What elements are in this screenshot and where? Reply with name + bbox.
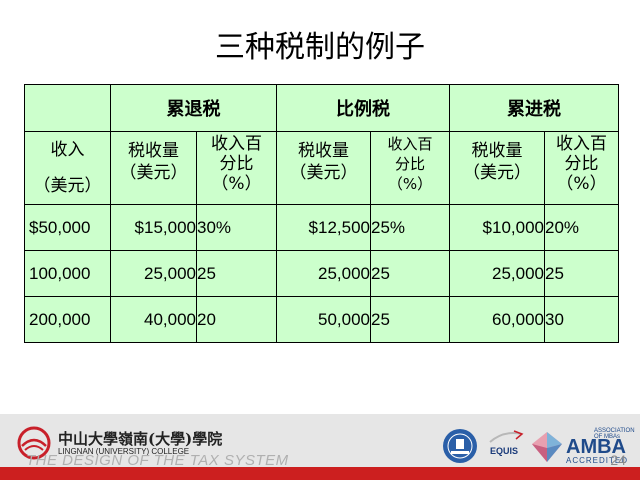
tax-cell: $10,000 xyxy=(449,204,545,251)
sub-header-text: （美元） xyxy=(289,163,358,183)
group-header-row: 累退税 比例税 累进税 xyxy=(24,84,619,132)
sub-header-row: 收入 （美元） 税收量 （美元） 收入百 分比 （%） 税收量 （美元） 收入百… xyxy=(24,131,619,205)
equis-label: EQUIS xyxy=(490,446,519,456)
sub-header-text: 分比 xyxy=(564,154,599,174)
school-logo: 中山大學嶺南(大學)學院 LINGNAN (UNIVERSITY) COLLEG… xyxy=(16,426,222,460)
tax-cell: $12,500 xyxy=(276,204,371,251)
tax-cell: 50,000 xyxy=(276,296,371,343)
income-header-line1: 收入 xyxy=(50,140,85,160)
sub-header-tax-amount: 税收量 （美元） xyxy=(449,131,545,205)
sub-header-text: 收入百 xyxy=(387,135,433,153)
sub-header-text: （%） xyxy=(387,175,433,193)
tax-cell: 60,000 xyxy=(449,296,545,343)
table-row: 200,000 40,000 20 50,000 25 60,000 30 xyxy=(24,296,619,343)
sub-header-text: （%） xyxy=(211,174,262,194)
percent-cell: 25 xyxy=(544,250,619,297)
footer-title: THE DESIGN OF THE TAX SYSTEM xyxy=(26,452,289,469)
sub-header-text: 分比 xyxy=(219,154,254,174)
sub-header-text: 税收量 xyxy=(128,141,179,161)
income-header: 收入 （美元） xyxy=(24,131,111,205)
school-name-cn: 中山大學嶺南(大學)學院 xyxy=(58,430,223,448)
amba-badge: ASSOCIATION OF MBAs AMBA ACCREDITED xyxy=(530,428,635,466)
amba-accredited-label: ACCREDITED xyxy=(566,456,629,465)
amba-label: AMBA xyxy=(566,436,626,458)
percent-cell: 30% xyxy=(196,204,277,251)
sub-header-text: 收入百 xyxy=(211,134,262,154)
sub-header-text: （%） xyxy=(556,174,607,194)
page-number: 24 xyxy=(610,452,626,468)
slide-title: 三种税制的例子 xyxy=(215,30,425,65)
amba-diamond-icon xyxy=(532,432,562,462)
corner-cell xyxy=(24,84,111,132)
percent-cell: 25 xyxy=(196,250,277,297)
income-cell: 100,000 xyxy=(24,250,111,297)
percent-cell: 25 xyxy=(370,296,450,343)
sub-header-tax-amount: 税收量 （美元） xyxy=(276,131,371,205)
group-proportional: 比例税 xyxy=(276,84,450,132)
school-name-en: LINGNAN (UNIVERSITY) COLLEGE xyxy=(58,447,190,456)
tax-cell: 25,000 xyxy=(276,250,371,297)
school-emblem-icon xyxy=(17,426,51,460)
sub-header-text: 收入百 xyxy=(556,134,607,154)
percent-cell: 20% xyxy=(544,204,619,251)
group-progressive: 累进税 xyxy=(449,84,619,132)
tax-cell: 25,000 xyxy=(449,250,545,297)
sub-header-text: 税收量 xyxy=(298,141,349,161)
tax-cell: $15,000 xyxy=(110,204,197,251)
tax-cell: 40,000 xyxy=(110,296,197,343)
sub-header-percent: 收入百 分比 （%） xyxy=(370,131,450,205)
sub-header-text: 分比 xyxy=(394,155,425,173)
percent-cell: 30 xyxy=(544,296,619,343)
sub-header-tax-amount: 税收量 （美元） xyxy=(110,131,197,205)
table-row: 100,000 25,000 25 25,000 25 25,000 25 xyxy=(24,250,619,297)
amba-small-label: ASSOCIATION OF MBAs xyxy=(594,428,635,440)
sub-header-text: （美元） xyxy=(463,163,531,183)
sub-header-text: 税收量 xyxy=(471,141,523,161)
equis-badge: EQUIS xyxy=(486,428,530,464)
sub-header-percent: 收入百 分比 （%） xyxy=(196,131,277,205)
equis-swoosh-icon xyxy=(489,430,524,443)
income-header-line2: （美元） xyxy=(33,176,102,196)
sub-header-text: （美元） xyxy=(119,163,188,183)
table-row: $50,000 $15,000 30% $12,500 25% $10,000 … xyxy=(24,204,619,251)
tax-cell: 25,000 xyxy=(110,250,197,297)
percent-cell: 20 xyxy=(196,296,277,343)
aacsb-seal-icon xyxy=(443,429,477,463)
group-regressive: 累退税 xyxy=(110,84,277,132)
percent-cell: 25% xyxy=(370,204,450,251)
footer-red-bar xyxy=(0,467,640,480)
percent-cell: 25 xyxy=(370,250,450,297)
tax-example-table: 累退税 比例税 累进税 收入 （美元） 税收量 （美元） 收入百 分比 （%） … xyxy=(24,84,619,343)
sub-header-percent: 收入百 分比 （%） xyxy=(544,131,619,205)
aacsb-badge xyxy=(442,428,478,464)
income-cell: $50,000 xyxy=(24,204,111,251)
income-cell: 200,000 xyxy=(24,296,111,343)
